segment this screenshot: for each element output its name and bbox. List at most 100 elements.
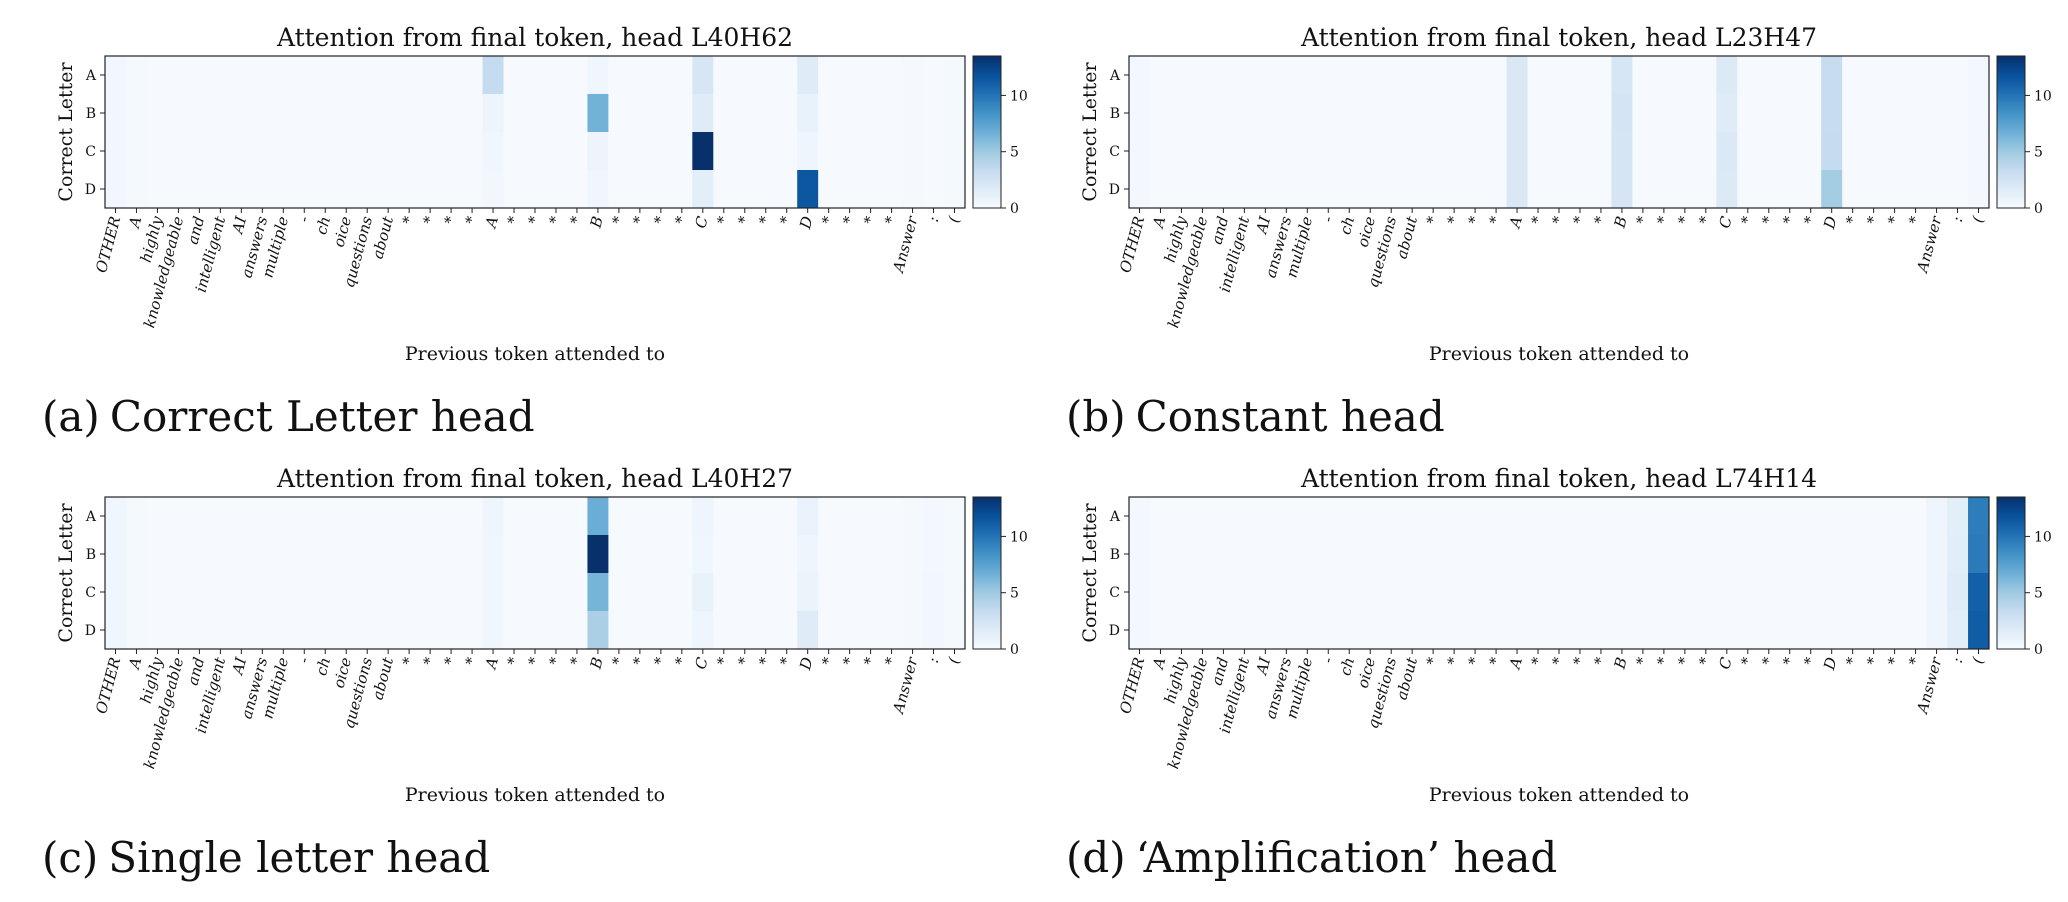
heatmap-cell bbox=[923, 56, 945, 95]
heatmap-cell bbox=[1170, 535, 1193, 574]
heatmap-cell bbox=[650, 170, 672, 209]
heatmap-cell bbox=[125, 56, 148, 95]
heatmap-cell bbox=[1422, 611, 1445, 650]
heatmap-cell bbox=[1317, 132, 1340, 171]
heatmap-cell bbox=[188, 56, 211, 95]
heatmap-cell bbox=[881, 94, 903, 133]
heatmap-cell bbox=[1443, 170, 1466, 209]
x-tick-label: * bbox=[1528, 214, 1547, 226]
heatmap-cell bbox=[1485, 611, 1507, 650]
heatmap-cell bbox=[818, 170, 840, 209]
heatmap-cell bbox=[1422, 497, 1445, 536]
heatmap-cell bbox=[671, 94, 693, 133]
heatmap-cell bbox=[1359, 611, 1382, 650]
heatmap-cell bbox=[1233, 132, 1256, 171]
heatmap-cell bbox=[1905, 497, 1927, 536]
x-tick-label: * bbox=[1779, 655, 1798, 667]
heatmap-cell bbox=[1716, 611, 1738, 650]
heatmap-cell bbox=[314, 170, 337, 209]
heatmap-cell bbox=[1632, 132, 1654, 171]
heatmap-cell bbox=[1170, 94, 1193, 133]
x-tick-label: A bbox=[125, 214, 146, 231]
heatmap-cell bbox=[209, 535, 232, 574]
caption-text: Constant head bbox=[1135, 392, 1445, 441]
x-tick-label: * bbox=[1486, 655, 1505, 667]
heatmap-cell bbox=[1632, 535, 1654, 574]
heatmap-cell bbox=[671, 56, 693, 95]
colorbar-tick-label: 5 bbox=[1010, 145, 1019, 161]
heatmap-cell bbox=[482, 132, 504, 171]
heatmap-cell bbox=[587, 611, 609, 650]
heatmap-cell bbox=[1338, 497, 1361, 536]
heatmap-cell bbox=[461, 611, 483, 650]
heatmap-cell bbox=[818, 573, 840, 612]
heatmap-cell bbox=[860, 573, 882, 612]
heatmap-cell bbox=[1695, 573, 1717, 612]
heatmap-cell bbox=[1149, 170, 1172, 209]
heatmap-cell bbox=[1191, 573, 1214, 612]
heatmap-cell bbox=[1842, 170, 1864, 209]
heatmap-cell bbox=[251, 56, 274, 95]
chart-title: Attention from final token, head L74H14 bbox=[1300, 464, 1817, 493]
heatmap-cell bbox=[713, 497, 735, 536]
x-tick-label: * bbox=[566, 655, 585, 667]
x-tick-label: * bbox=[713, 214, 732, 226]
heatmap-cell bbox=[545, 611, 567, 650]
heatmap-cell bbox=[167, 611, 190, 650]
heatmap-cell bbox=[860, 611, 882, 650]
y-tick-label: C bbox=[85, 585, 96, 601]
heatmap-cell bbox=[545, 535, 567, 574]
heatmap-cell bbox=[1296, 56, 1319, 95]
colorbar-tick-label: 0 bbox=[1010, 201, 1019, 217]
colorbar-tick-label: 10 bbox=[1010, 529, 1028, 545]
heatmap-cell bbox=[839, 94, 861, 133]
heatmap-cell bbox=[1212, 497, 1235, 536]
heatmap-cell bbox=[377, 497, 400, 536]
x-tick-label: * bbox=[504, 214, 523, 226]
heatmap-cell bbox=[671, 535, 693, 574]
heatmap-cell bbox=[105, 573, 127, 612]
heatmap-cell bbox=[1548, 56, 1570, 95]
heatmap-cell bbox=[1275, 573, 1298, 612]
heatmap-cell bbox=[314, 56, 337, 95]
heatmap-cell bbox=[1821, 94, 1843, 133]
x-tick-label: * bbox=[1653, 214, 1672, 226]
heatmap-cell bbox=[398, 497, 421, 536]
heatmap-cell bbox=[335, 56, 358, 95]
heatmap-cell bbox=[776, 611, 798, 650]
heatmap-cell bbox=[923, 573, 945, 612]
heatmap-cell bbox=[1653, 573, 1675, 612]
heatmap-cell bbox=[503, 535, 525, 574]
heatmap-cell bbox=[734, 573, 756, 612]
heatmap-cell bbox=[776, 573, 798, 612]
panel-amplification-head: Attention from final token, head L74H14 A… bbox=[1024, 441, 2054, 891]
heatmap-cell bbox=[1611, 170, 1633, 209]
heatmap-cell bbox=[1779, 611, 1801, 650]
x-axis-label: Previous token attended to bbox=[405, 343, 665, 365]
heatmap-cell bbox=[1296, 170, 1319, 209]
heatmap-cell bbox=[1275, 56, 1298, 95]
x-tick-label: * bbox=[734, 655, 753, 667]
x-tick-label: ( bbox=[1968, 213, 1987, 224]
heatmap-cell bbox=[1716, 170, 1738, 209]
heatmap-cell bbox=[692, 535, 714, 574]
heatmap-cell bbox=[1129, 132, 1151, 171]
heatmap-cell bbox=[944, 573, 966, 612]
heatmap-cell bbox=[1674, 132, 1696, 171]
heatmap-cell bbox=[545, 56, 567, 95]
heatmap-cell bbox=[1611, 132, 1633, 171]
x-tick-label: * bbox=[1653, 655, 1672, 667]
colorbar-tick-label: 5 bbox=[2034, 586, 2043, 602]
heatmap-cell bbox=[419, 132, 442, 171]
x-tick-label: * bbox=[818, 214, 837, 226]
heatmap-cell bbox=[314, 535, 337, 574]
heatmap-cell bbox=[1464, 56, 1486, 95]
heatmap-cell bbox=[398, 535, 421, 574]
heatmap-cell bbox=[1443, 56, 1466, 95]
heatmap-cell bbox=[1758, 573, 1780, 612]
heatmap-cell bbox=[209, 94, 232, 133]
heatmap-cell bbox=[818, 132, 840, 171]
colorbar bbox=[972, 55, 1002, 209]
heatmap-cell bbox=[440, 132, 462, 171]
heatmap-cell bbox=[944, 56, 966, 95]
